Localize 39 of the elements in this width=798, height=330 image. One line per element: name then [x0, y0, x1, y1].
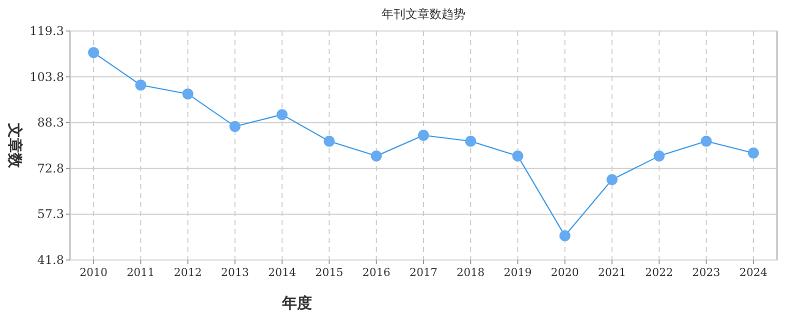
- x-tick-label: 2013: [220, 266, 249, 279]
- x-tick-label: 2014: [268, 266, 296, 279]
- x-tick-label: 2022: [645, 266, 674, 279]
- y-axis-title: 文章数: [6, 122, 24, 169]
- y-tick-label: 72.8: [37, 161, 64, 176]
- x-axis-title: 年度: [281, 294, 312, 312]
- point: [748, 148, 759, 159]
- point: [606, 174, 618, 186]
- chart-title: 年刊文章数趋势: [382, 7, 466, 21]
- x-tick-label: 2019: [504, 266, 532, 279]
- point: [370, 150, 382, 162]
- point: [512, 150, 524, 162]
- x-tick-label: 2021: [598, 266, 626, 279]
- point: [654, 150, 665, 162]
- x-tick-label: 2017: [410, 266, 438, 279]
- x-tick-label: 2023: [692, 266, 720, 279]
- y-tick-label: 119.3: [30, 24, 64, 38]
- point: [135, 80, 146, 91]
- point: [559, 230, 570, 242]
- x-tick-label: 2020: [550, 266, 579, 279]
- y-tick-label: 88.3: [37, 116, 64, 130]
- point: [229, 120, 240, 132]
- x-tick-label: 2024: [739, 266, 768, 279]
- x-tick-label: 2010: [80, 266, 108, 279]
- y-tick-label: 103.8: [30, 70, 64, 84]
- point: [465, 136, 476, 147]
- point: [700, 136, 712, 147]
- point: [88, 47, 100, 58]
- x-tick-label: 2016: [362, 266, 390, 279]
- y-tick-label: 57.3: [37, 207, 64, 222]
- point: [276, 109, 288, 120]
- x-tick-label: 2012: [174, 266, 202, 279]
- x-tick-label: 2011: [126, 266, 155, 279]
- point: [182, 88, 194, 100]
- point: [324, 136, 335, 147]
- y-tick-label: 41.8: [37, 253, 64, 267]
- x-tick-label: 2015: [315, 266, 344, 279]
- point: [418, 130, 429, 141]
- x-tick-label: 2018: [456, 266, 485, 279]
